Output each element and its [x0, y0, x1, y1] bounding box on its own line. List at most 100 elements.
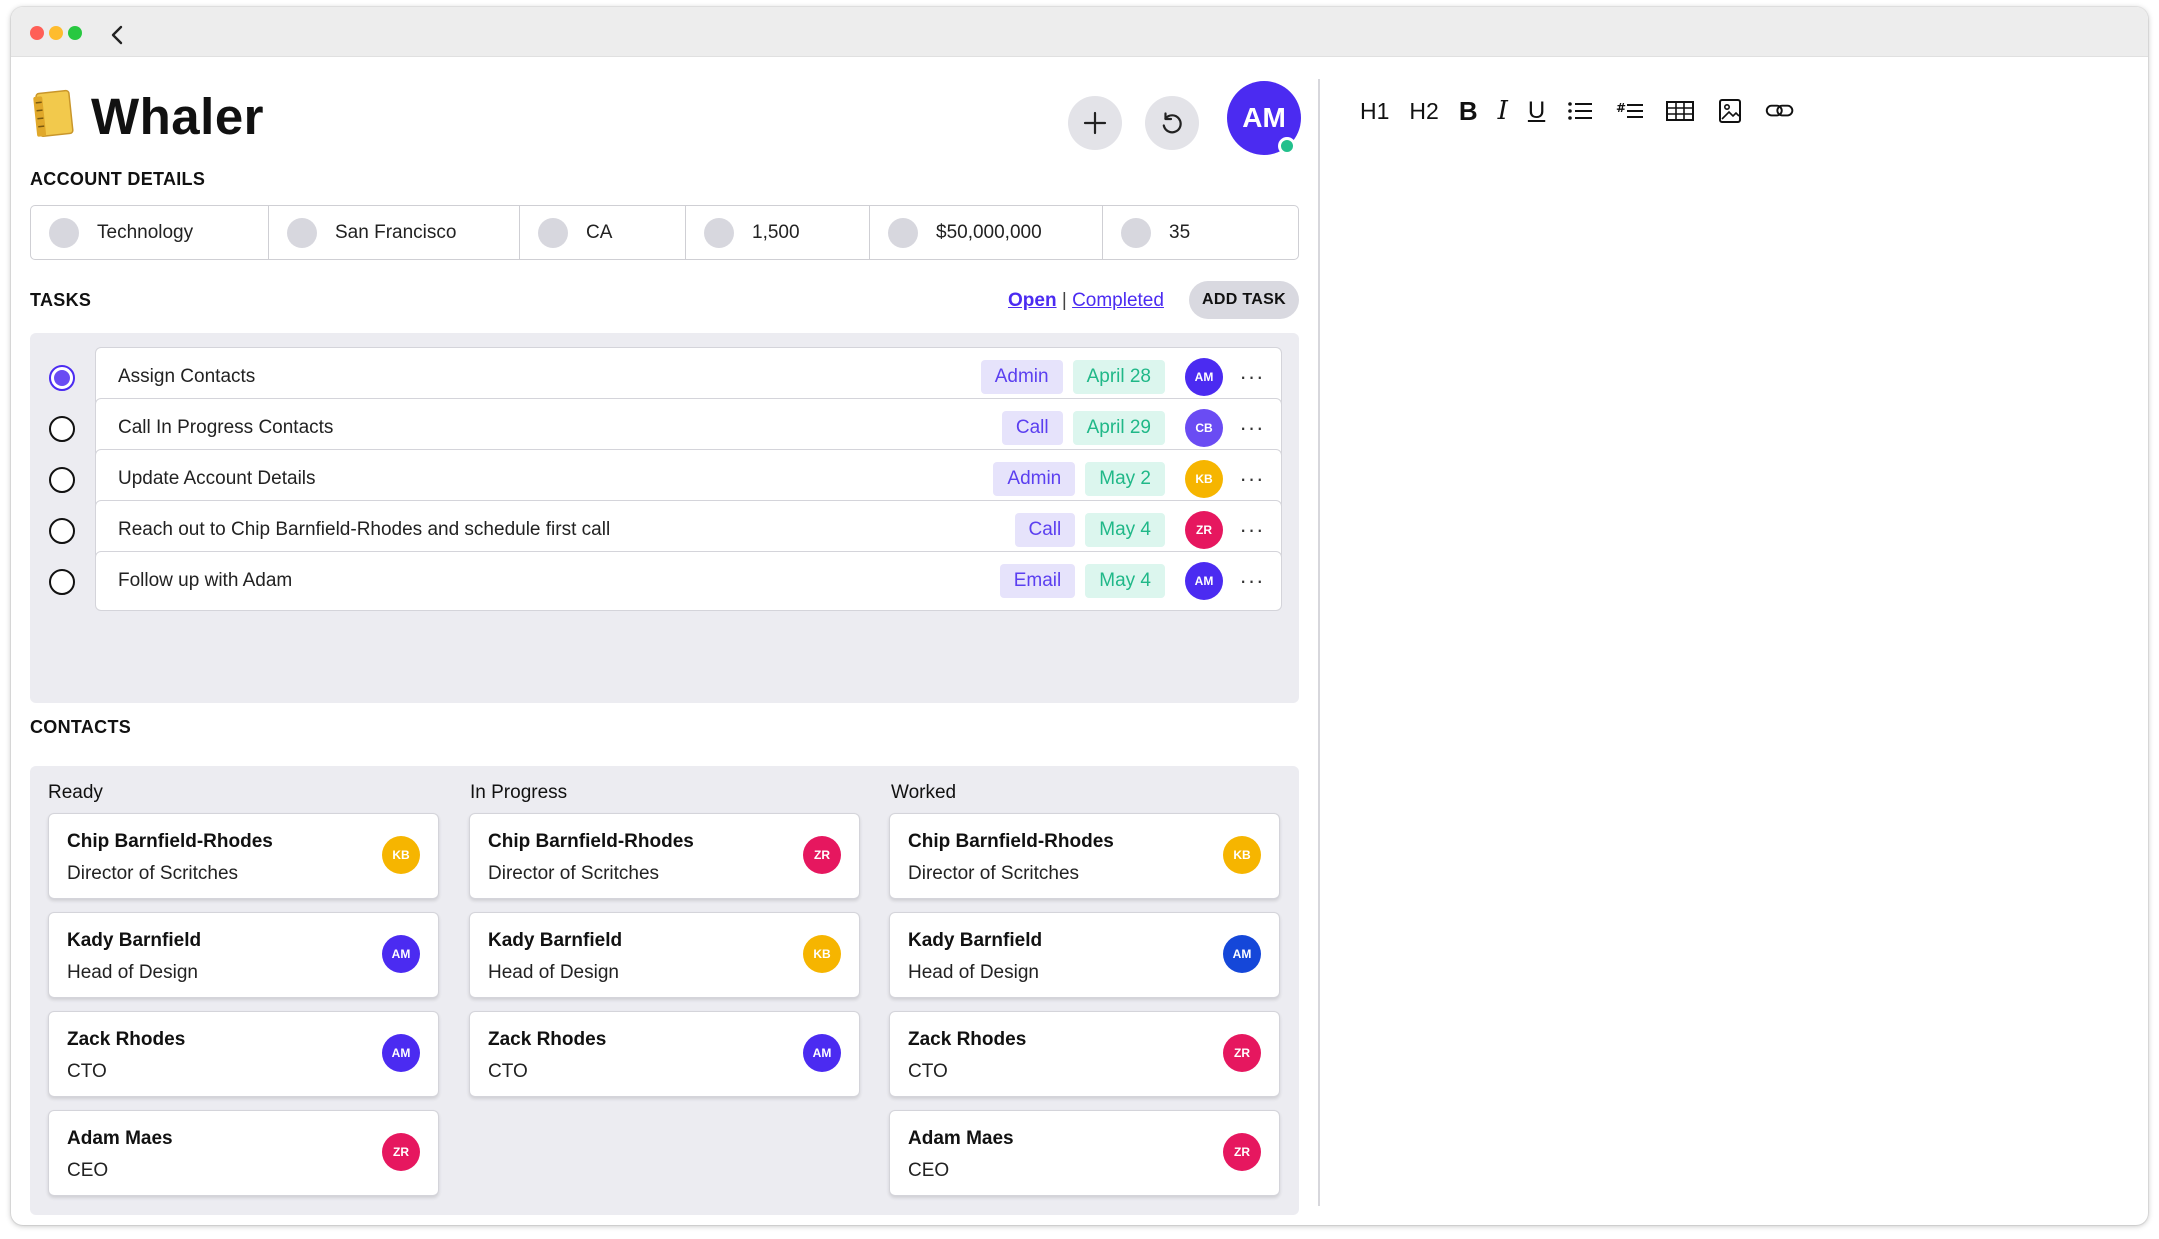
add-task-button[interactable]: ADD TASK [1189, 281, 1299, 319]
task-row[interactable]: Call In Progress Contacts Call April 29 … [95, 398, 1282, 458]
owner-avatar[interactable]: ZR [803, 836, 841, 874]
contact-name: Kady Barnfield [488, 930, 623, 951]
contact-card[interactable]: Zack Rhodes CTO AM [469, 1011, 860, 1097]
owner-avatar[interactable]: AM [382, 1034, 420, 1072]
task-date-tag[interactable]: April 28 [1072, 360, 1165, 394]
task-date-tag[interactable]: May 4 [1085, 564, 1165, 598]
task-date-tag[interactable]: May 2 [1085, 462, 1165, 496]
bold-button[interactable]: B [1458, 95, 1478, 126]
more-options-icon[interactable]: ··· [1239, 415, 1265, 440]
user-avatar[interactable]: AM [1227, 81, 1301, 155]
contact-card[interactable]: Kady Barnfield Head of Design AM [889, 912, 1280, 998]
tasks-list: Assign Contacts Admin April 28 AM ··· Ca… [30, 333, 1299, 703]
contact-role: CTO [908, 1061, 948, 1082]
column-title-ready: Ready [48, 782, 103, 803]
contact-card[interactable]: Kady Barnfield Head of Design KB [469, 912, 860, 998]
heading-2-button[interactable]: H2 [1409, 97, 1439, 124]
add-button[interactable] [1068, 96, 1122, 150]
table-button[interactable] [1665, 91, 1695, 131]
contact-role: CTO [488, 1061, 528, 1082]
task-row[interactable]: Assign Contacts Admin April 28 AM ··· [95, 347, 1282, 407]
numbered-list-icon: # [1616, 101, 1644, 118]
industry-field[interactable]: Technology [31, 206, 269, 259]
owner-avatar[interactable]: ZR [1223, 1133, 1261, 1171]
task-checkbox[interactable] [49, 569, 75, 595]
italic-button[interactable]: I [1497, 96, 1508, 126]
minimize-window-button[interactable] [49, 26, 63, 40]
assignee-avatar[interactable]: AM [1185, 358, 1223, 396]
contact-name: Zack Rhodes [67, 1029, 186, 1050]
contact-role: Director of Scritches [67, 863, 239, 884]
maximize-window-button[interactable] [68, 26, 82, 40]
task-type-tag[interactable]: Admin [993, 462, 1076, 496]
owner-avatar[interactable]: KB [382, 836, 420, 874]
contact-role: CEO [908, 1160, 950, 1181]
owner-avatar[interactable]: AM [803, 1034, 841, 1072]
task-name: Follow up with Adam [118, 570, 293, 591]
online-status-indicator [1278, 137, 1296, 155]
employees-icon [704, 217, 734, 248]
underline-button[interactable]: U [1527, 97, 1546, 124]
state-field[interactable]: CA [520, 206, 686, 259]
filter-separator: | [1061, 290, 1067, 311]
owner-avatar[interactable]: KB [803, 935, 841, 973]
task-name: Call In Progress Contacts [118, 417, 334, 438]
contact-card[interactable]: Kady Barnfield Head of Design AM [48, 912, 439, 998]
field-value: Technology [97, 221, 194, 243]
heading-1-button[interactable]: H1 [1360, 97, 1390, 124]
contact-role: CTO [67, 1061, 107, 1082]
close-window-button[interactable] [30, 26, 44, 40]
task-date-tag[interactable]: May 4 [1085, 513, 1165, 547]
owner-avatar[interactable]: KB [1223, 836, 1261, 874]
more-options-icon[interactable]: ··· [1239, 517, 1265, 542]
contact-card[interactable]: Adam Maes CEO ZR [889, 1110, 1280, 1196]
owner-avatar[interactable]: ZR [1223, 1034, 1261, 1072]
city-field[interactable]: San Francisco [269, 206, 520, 259]
task-type-tag[interactable]: Admin [980, 360, 1063, 394]
numbered-list-button[interactable]: # [1615, 91, 1645, 131]
assignee-avatar[interactable]: ZR [1185, 511, 1223, 549]
task-type-tag[interactable]: Call [1001, 411, 1063, 445]
pane-divider[interactable] [1318, 79, 1320, 1206]
more-options-icon[interactable]: ··· [1239, 364, 1265, 389]
contact-card[interactable]: Adam Maes CEO ZR [48, 1110, 439, 1196]
task-row[interactable]: Follow up with Adam Email May 4 AM ··· [95, 551, 1282, 611]
task-type-tag[interactable]: Call [1014, 513, 1076, 547]
account-details-bar: Technology San Francisco CA 1,500 $50,00… [30, 205, 1299, 260]
assignee-avatar[interactable]: AM [1185, 562, 1223, 600]
task-date-tag[interactable]: April 29 [1072, 411, 1165, 445]
task-checkbox[interactable] [49, 518, 75, 544]
task-checkbox[interactable] [49, 416, 75, 442]
more-options-icon[interactable]: ··· [1239, 466, 1265, 491]
assignee-avatar[interactable]: KB [1185, 460, 1223, 498]
task-type-tag[interactable]: Email [999, 564, 1076, 598]
assignee-avatar[interactable]: CB [1185, 409, 1223, 447]
open-tasks-link[interactable]: Open [1008, 290, 1057, 311]
task-meta: Admin May 2 KB ··· [993, 460, 1265, 498]
contact-card[interactable]: Chip Barnfield-Rhodes Director of Scritc… [469, 813, 860, 899]
owner-avatar[interactable]: AM [1223, 935, 1261, 973]
owner-avatar[interactable]: AM [382, 935, 420, 973]
link-button[interactable] [1765, 91, 1795, 131]
contact-card[interactable]: Chip Barnfield-Rhodes Director of Scritc… [889, 813, 1280, 899]
bullet-list-button[interactable] [1565, 91, 1595, 131]
count-field[interactable]: 35 [1103, 206, 1298, 259]
owner-avatar[interactable]: ZR [382, 1133, 420, 1171]
image-button[interactable] [1715, 91, 1745, 131]
employees-field[interactable]: 1,500 [686, 206, 870, 259]
contact-card[interactable]: Zack Rhodes CTO AM [48, 1011, 439, 1097]
task-checkbox[interactable] [49, 365, 75, 391]
contact-name: Chip Barnfield-Rhodes [908, 831, 1114, 852]
more-options-icon[interactable]: ··· [1239, 568, 1265, 593]
task-row[interactable]: Reach out to Chip Barnfield-Rhodes and s… [95, 500, 1282, 560]
field-value: $50,000,000 [936, 221, 1042, 243]
contact-role: CEO [67, 1160, 109, 1181]
revenue-field[interactable]: $50,000,000 [870, 206, 1103, 259]
undo-button[interactable] [1145, 96, 1199, 150]
completed-tasks-link[interactable]: Completed [1072, 290, 1164, 311]
back-button[interactable] [103, 20, 133, 50]
contact-card[interactable]: Chip Barnfield-Rhodes Director of Scritc… [48, 813, 439, 899]
task-checkbox[interactable] [49, 467, 75, 493]
task-row[interactable]: Update Account Details Admin May 2 KB ··… [95, 449, 1282, 509]
contact-card[interactable]: Zack Rhodes CTO ZR [889, 1011, 1280, 1097]
